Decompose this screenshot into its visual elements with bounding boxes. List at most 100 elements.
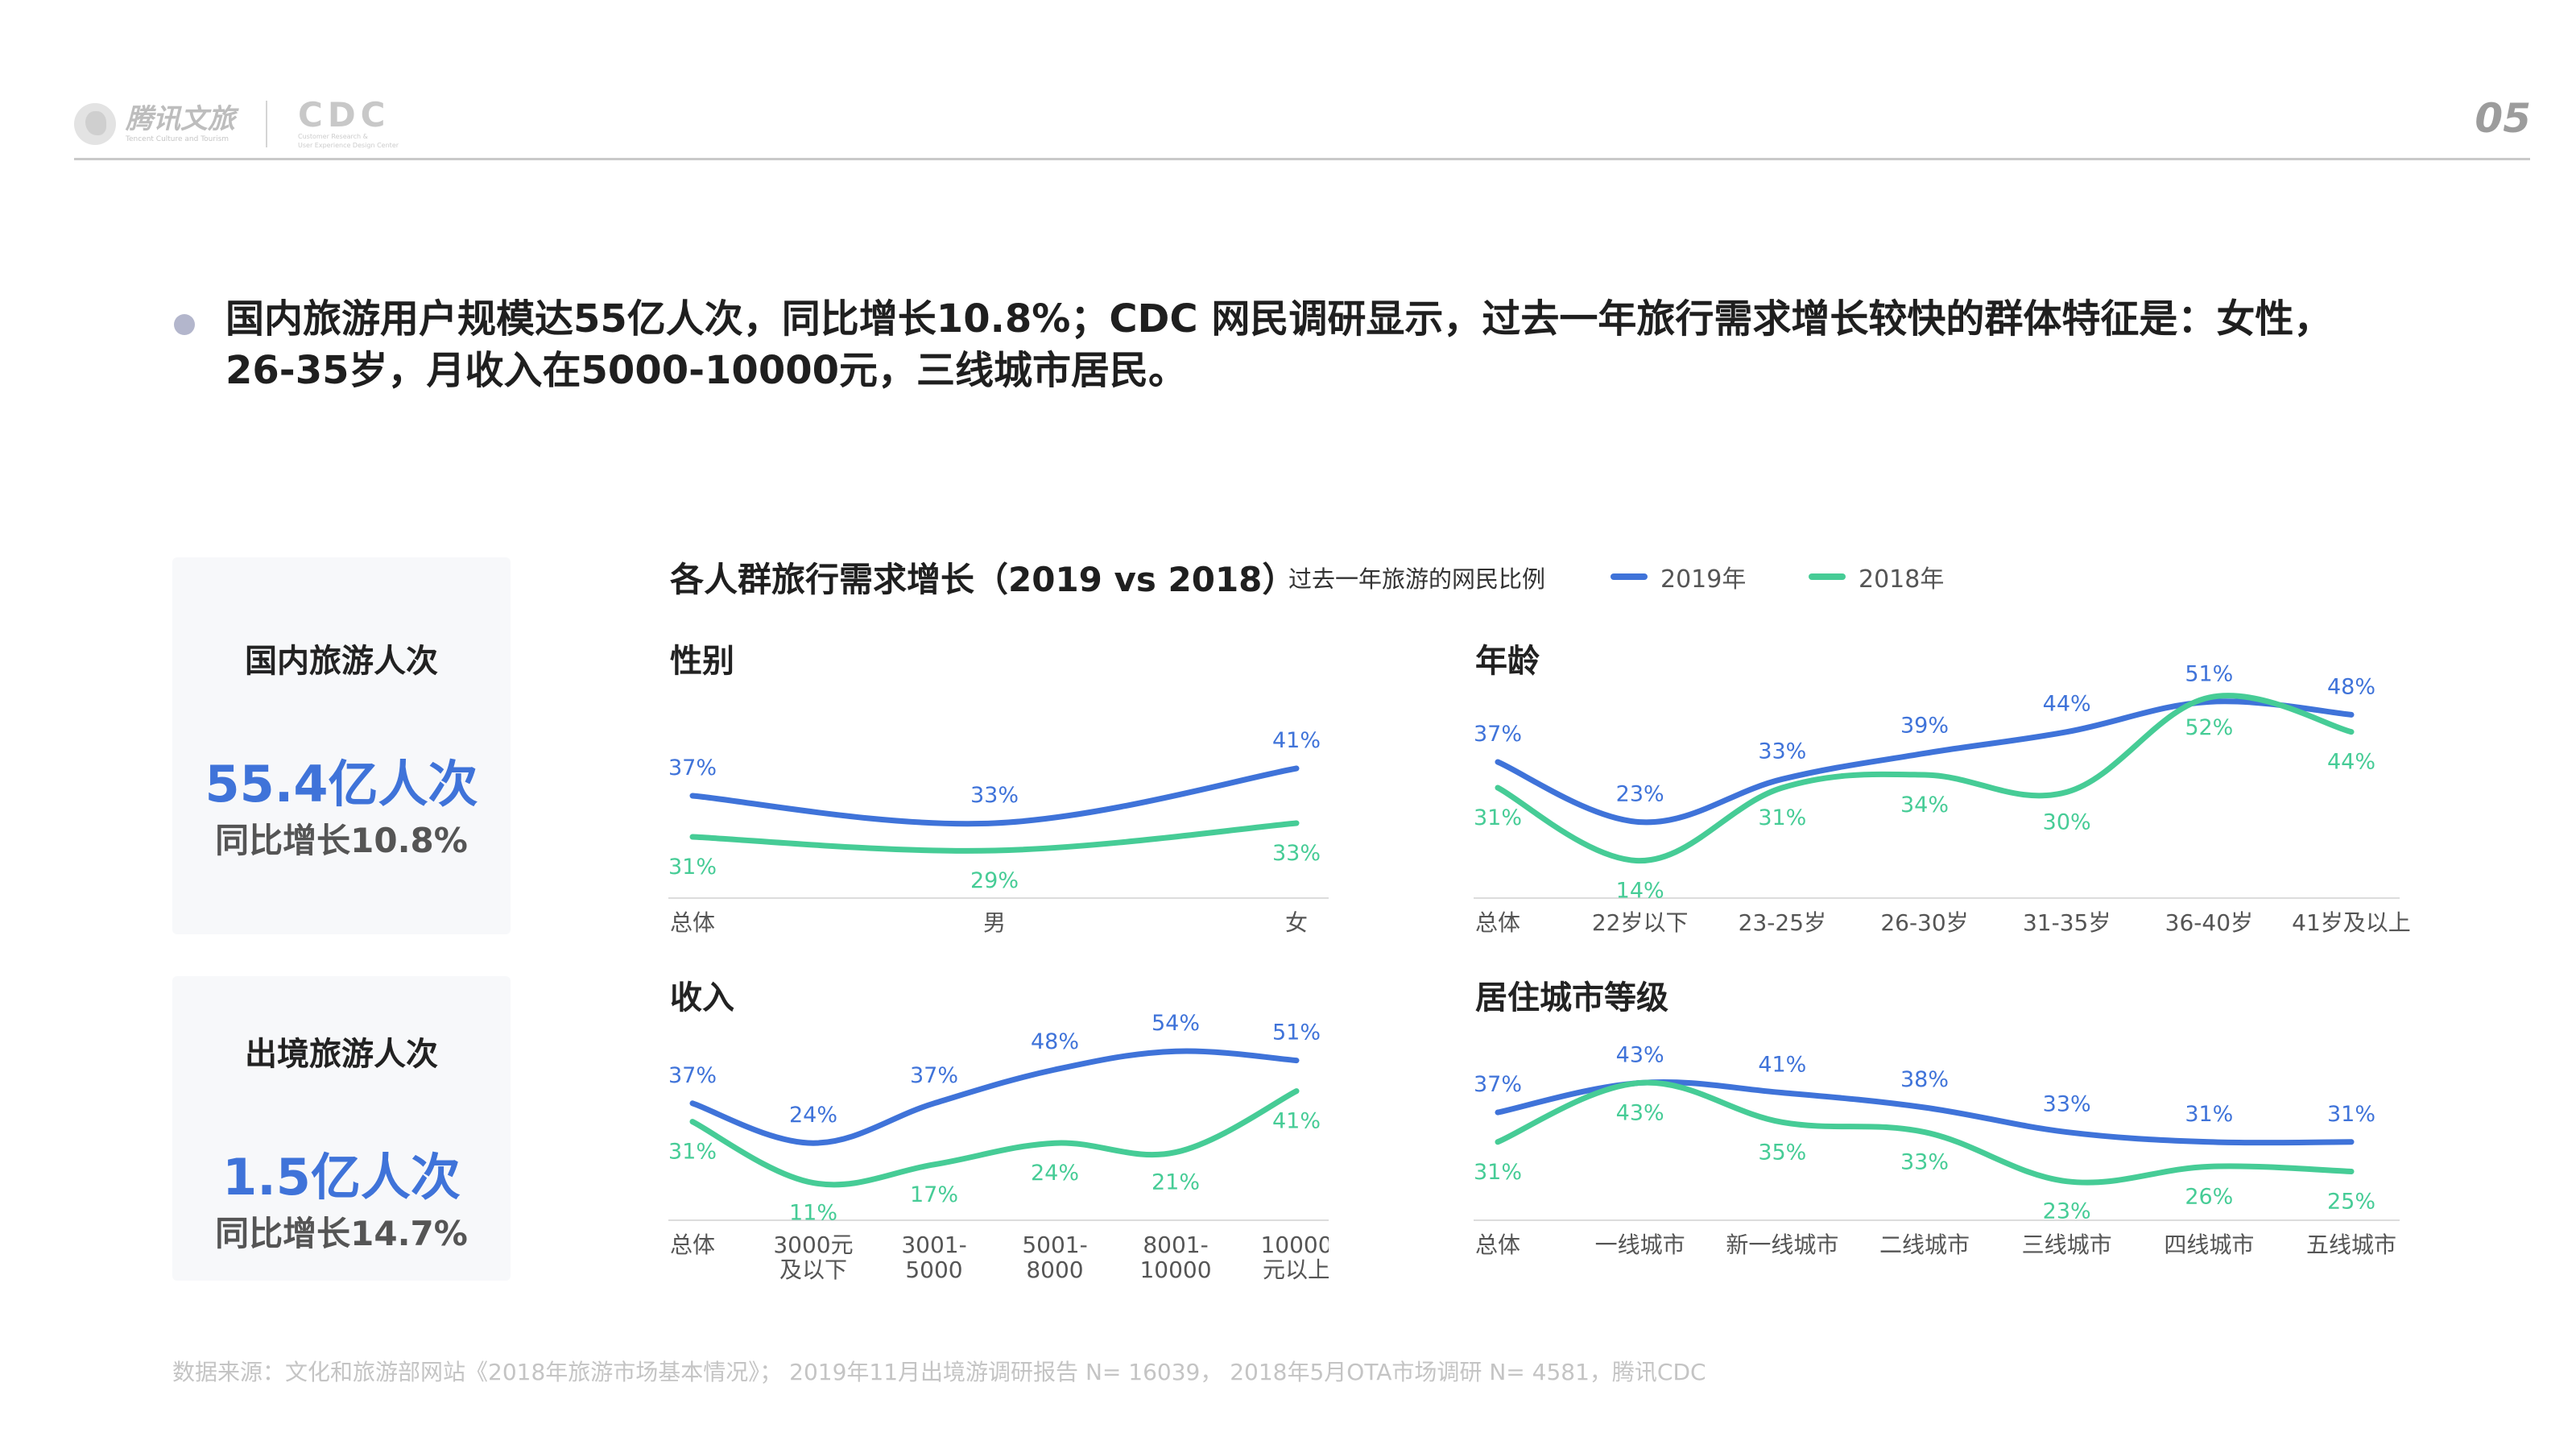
city-data-label: 35% (1758, 1140, 1806, 1165)
income-data-label: 37% (668, 1063, 717, 1088)
income-data-label: 54% (1152, 1011, 1200, 1036)
city-data-label: 31% (2185, 1102, 2233, 1127)
legend-label-2018: 2018年 (1859, 565, 1945, 594)
city-data-label: 43% (1616, 1042, 1664, 1067)
panel-title-income: 收入 (670, 979, 734, 1016)
age-data-label: 37% (1474, 722, 1522, 747)
chart-title: 各人群旅行需求增长（2019 vs 2018） (670, 560, 1296, 599)
income-tick-label: 总体 (670, 1232, 715, 1258)
age-data-label: 44% (2043, 692, 2091, 717)
city-tick-label: 二线城市 (1879, 1232, 1970, 1258)
income-data-label: 21% (1152, 1170, 1200, 1195)
gender-data-label: 33% (1272, 841, 1321, 866)
legend-item-2019: 2019年 (1611, 559, 1746, 594)
header-divider (74, 158, 2530, 160)
cdc-logo-text: CDC (298, 95, 391, 135)
income-tick-label: 5001-8000 (1022, 1232, 1087, 1283)
gender-data-label: 31% (668, 855, 717, 880)
income-chart: 总体 3000元及以下 3001-5000 5001-8000 8001-10000 10… (668, 1011, 1329, 1283)
city-tick-label: 五线城市 (2306, 1232, 2396, 1258)
age-chart: 总体 22岁以下 23-25岁 26-30岁 31-35岁 36-40岁 41岁及以上 37%… (1474, 661, 2411, 936)
income-data-label: 31% (668, 1140, 717, 1165)
data-source-footnote: 数据来源：文化和旅游部网站《2018年旅游市场基本情况》； 2019年11月出境… (172, 1359, 1706, 1385)
income-tick-label: 3001-5000 (901, 1232, 966, 1283)
tencent-logo-icon (74, 103, 116, 145)
headline-text: 国内旅游用户规模达55亿人次，同比增长10.8%；CDC 网民调研显示，过去一年… (225, 296, 2333, 393)
city-tick-label: 新一线城市 (1726, 1232, 1838, 1258)
city-data-label: 38% (1900, 1067, 1949, 1092)
gender-data-label: 33% (970, 783, 1019, 808)
income-series-line-2019 (689, 1048, 1300, 1146)
legend-item-2018: 2018年 (1809, 559, 1944, 594)
age-data-label: 34% (1900, 793, 1949, 818)
legend-caption: 过去一年旅游的网民比例 (1288, 565, 1546, 593)
cdc-logo: CDC Customer Research & User Experience … (298, 98, 399, 150)
gender-tick-label: 女 (1285, 909, 1308, 936)
gender-data-label: 41% (1272, 728, 1321, 753)
gender-chart: 总体 男 女 37% 33% 41% 31% 29% 33% (668, 728, 1329, 936)
income-data-label: 48% (1031, 1029, 1079, 1054)
city-tick-label: 三线城市 (2022, 1232, 2112, 1258)
city-data-label: 43% (1616, 1100, 1664, 1125)
panel-title-gender: 性别 (670, 643, 734, 680)
city-data-label: 33% (1900, 1150, 1949, 1175)
logo-divider (266, 101, 267, 147)
city-data-label: 23% (2043, 1199, 2091, 1224)
city-data-label: 41% (1758, 1053, 1806, 1078)
age-data-label: 52% (2185, 715, 2233, 740)
income-data-label: 51% (1272, 1021, 1321, 1045)
age-tick-label: 总体 (1475, 909, 1520, 936)
income-tick-label: 3000元及以下 (773, 1232, 853, 1283)
age-data-label: 23% (1616, 782, 1664, 807)
domestic-value: 55.4亿人次 (205, 755, 478, 814)
income-tick-label: 8001-10000 (1139, 1232, 1211, 1283)
tencent-brand: 腾讯文旅 Tencent Culture and Tourism (126, 104, 235, 144)
age-data-label: 39% (1900, 713, 1949, 738)
age-tick-label: 31-35岁 (2023, 909, 2111, 936)
city-data-label: 26% (2185, 1184, 2233, 1209)
age-data-label: 31% (1474, 805, 1522, 830)
age-tick-label: 41岁及以上 (2292, 909, 2411, 936)
age-data-label: 30% (2043, 809, 2091, 834)
age-series-line-2019 (1495, 698, 2355, 826)
header-logos: 腾讯文旅 Tencent Culture and Tourism CDC Cus… (74, 95, 399, 153)
gender-tick-label: 总体 (670, 909, 715, 936)
income-data-label: 41% (1272, 1109, 1321, 1134)
age-data-label: 48% (2327, 674, 2375, 699)
age-data-label: 31% (1758, 805, 1806, 830)
age-data-label: 33% (1758, 739, 1806, 764)
outbound-growth: 同比增长14.7% (215, 1214, 468, 1253)
age-series-line-2018 (1495, 693, 2355, 864)
cdc-subtitle-2: User Experience Design Center (298, 142, 399, 149)
panel-title-age: 年龄 (1475, 643, 1540, 680)
domestic-label: 国内旅游人次 (245, 643, 438, 680)
age-data-label: 51% (2185, 661, 2233, 686)
age-tick-label: 26-30岁 (1880, 909, 1968, 936)
city-series-line-2018 (1495, 1079, 2355, 1186)
legend-swatch-2019 (1611, 573, 1648, 580)
income-data-label: 37% (910, 1063, 958, 1088)
brand-subtitle: Tencent Culture and Tourism (126, 135, 229, 143)
income-data-label: 24% (1031, 1161, 1079, 1186)
outbound-stat-card: 出境旅游人次 1.5亿人次 同比增长14.7% (172, 976, 511, 1281)
income-data-label: 24% (789, 1103, 837, 1128)
outbound-value: 1.5亿人次 (222, 1148, 461, 1207)
gender-data-label: 37% (668, 756, 717, 780)
domestic-growth: 同比增长10.8% (215, 821, 468, 860)
gender-series-line-2018 (689, 820, 1300, 854)
income-tick-label: 10000 元以上 (1260, 1232, 1329, 1283)
gender-series-line-2019 (689, 765, 1300, 827)
legend-label-2019: 2019年 (1660, 565, 1747, 594)
panel-title-city: 居住城市等级 (1475, 979, 1668, 1016)
city-tick-label: 一线城市 (1595, 1232, 1685, 1258)
page-number: 05 (2475, 95, 2531, 142)
age-tick-label: 22岁以下 (1592, 909, 1689, 936)
city-tick-label: 四线城市 (2164, 1232, 2254, 1258)
age-tick-label: 36-40岁 (2165, 909, 2253, 936)
outbound-label: 出境旅游人次 (245, 1036, 438, 1073)
gender-data-label: 29% (970, 868, 1019, 893)
city-tick-label: 总体 (1475, 1232, 1520, 1258)
age-data-label: 14% (1616, 879, 1664, 904)
city-data-label: 31% (2327, 1102, 2375, 1127)
age-tick-label: 23-25岁 (1739, 909, 1826, 936)
